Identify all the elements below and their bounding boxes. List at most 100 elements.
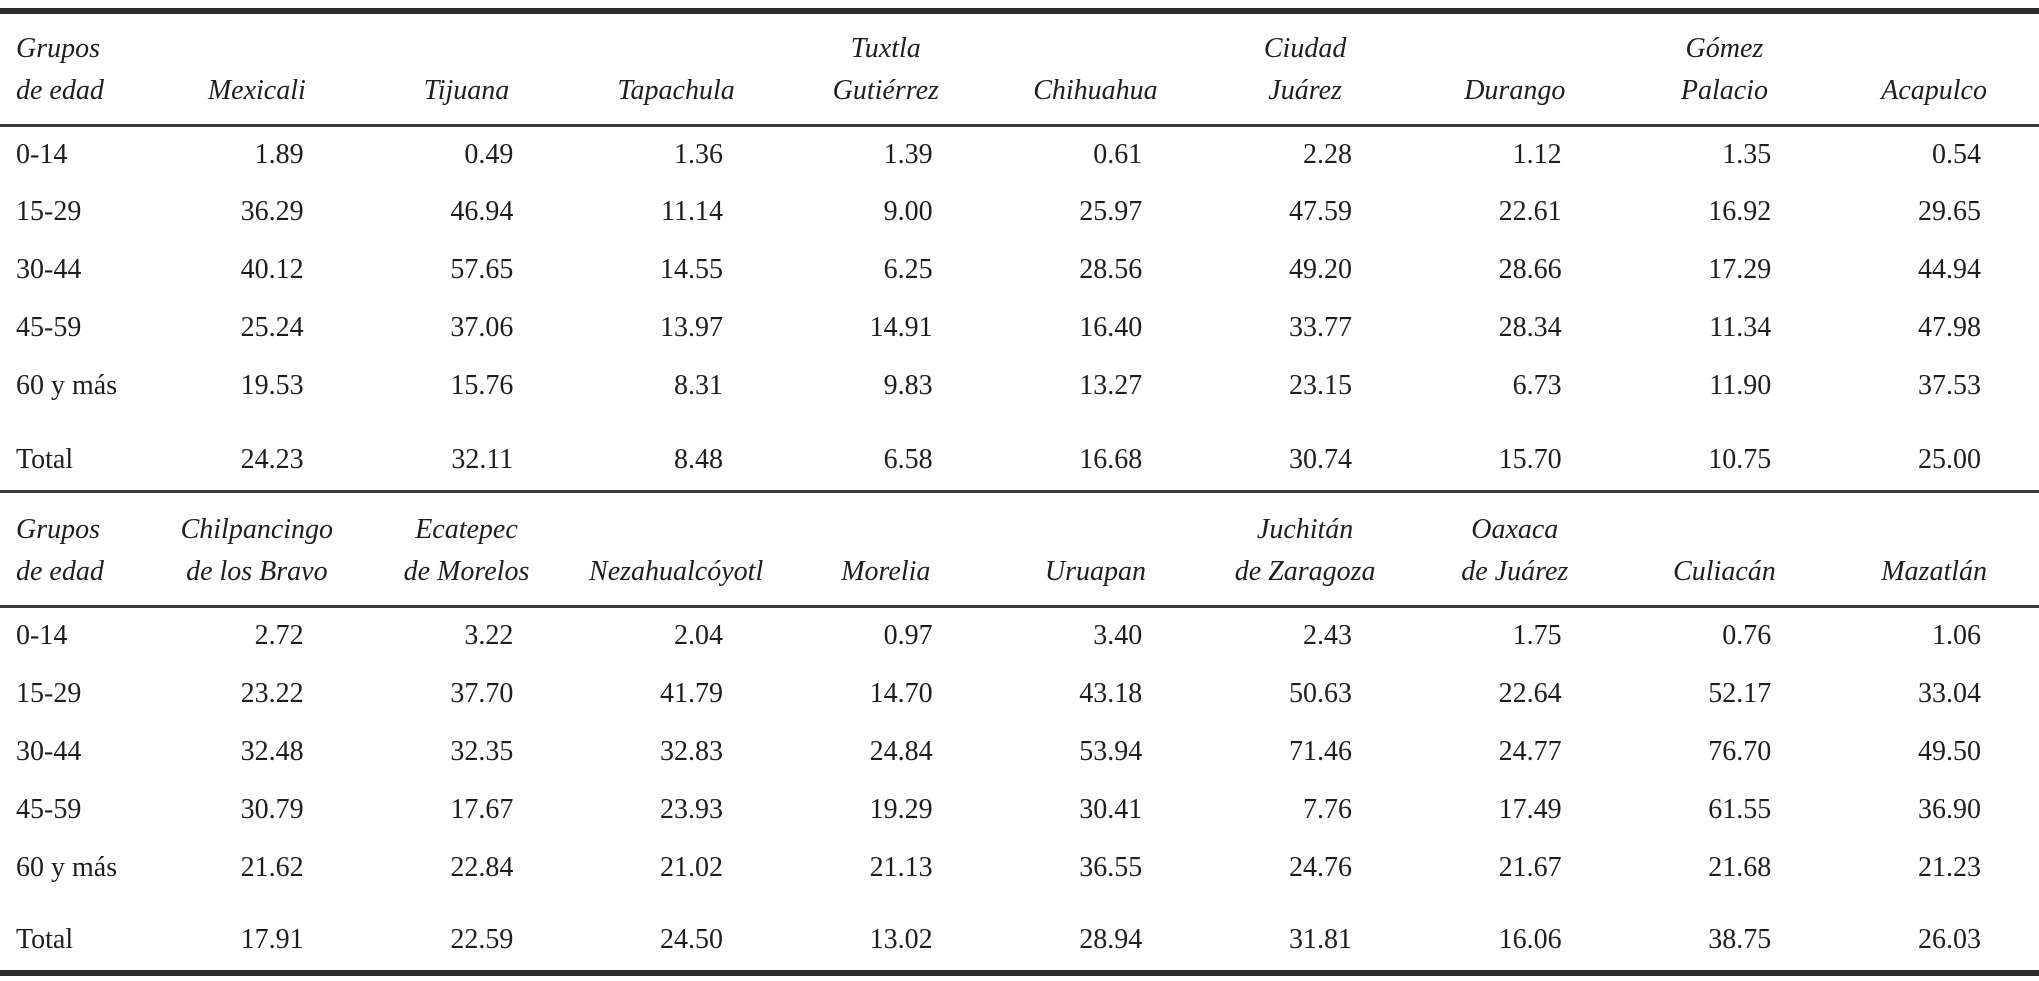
value-cell: 9.83 <box>883 370 933 401</box>
data-row: 60 y más 21.62 22.84 21.02 21.13 36.55 24.76 21… <box>0 839 2039 897</box>
value-cell: 23.15 <box>1288 370 1352 401</box>
value-cell: 11.14 <box>661 196 723 227</box>
value-cell: 49.50 <box>1918 735 1981 767</box>
value-cell: 15.76 <box>450 370 514 401</box>
value-cell: 0.76 <box>1722 620 1772 652</box>
value-cell: 1.35 <box>1722 138 1772 170</box>
value-cell: 43.18 <box>1079 677 1143 709</box>
value-cell: 37.06 <box>450 312 514 343</box>
city-column-header: Gómez Palacio <box>1620 11 1830 125</box>
value-cell: 28.34 <box>1498 312 1562 343</box>
header-line: de Morelos <box>403 556 530 587</box>
value-cell: 0.61 <box>1093 138 1143 170</box>
header-line: Durango <box>1464 74 1566 106</box>
value-cell: 16.92 <box>1708 196 1772 227</box>
value-cell: 76.70 <box>1708 735 1772 767</box>
city-column-header: Culiacán <box>1620 493 1830 607</box>
value-cell: 22.64 <box>1498 677 1562 709</box>
value-cell: 26.03 <box>1918 923 1981 955</box>
header-line: Uruapan <box>1044 556 1147 587</box>
value-cell: 40.12 <box>240 254 304 285</box>
header-line: Nezahualcóyotl <box>589 556 764 587</box>
value-cell: 36.29 <box>240 196 304 227</box>
value-cell: 1.39 <box>883 138 933 170</box>
value-cell: 61.55 <box>1708 793 1772 825</box>
value-cell: 71.46 <box>1288 735 1352 767</box>
data-row: 0-14 2.72 3.22 2.04 0.97 3.40 2.43 1.75 0.76 1.06 <box>0 607 2039 665</box>
value-cell: 30.74 <box>1288 443 1352 475</box>
value-cell: 21.62 <box>240 851 304 883</box>
value-cell: 10.75 <box>1708 443 1772 475</box>
data-row: 15-29 23.22 37.70 41.79 14.70 43.18 50.63 22.64… <box>0 665 2039 723</box>
total-row: Total 24.23 32.11 8.48 6.58 16.68 30.74 15.70 10… <box>0 415 2039 491</box>
city-column-header: Juchitán de Zaragoza <box>1200 493 1410 607</box>
header-line: de Juárez <box>1461 556 1569 587</box>
value-cell: 23.93 <box>659 793 723 825</box>
header-line: Ciudad <box>1263 32 1347 64</box>
value-cell: 29.65 <box>1918 196 1981 227</box>
value-cell: 7.76 <box>1302 793 1352 825</box>
value-cell: 23.22 <box>240 677 304 709</box>
header-line: Juárez <box>1268 74 1342 106</box>
value-cell: 2.43 <box>1302 620 1352 652</box>
header-line: Mexicali <box>207 74 306 106</box>
header-line: Culiacán <box>1673 556 1776 587</box>
value-cell: 28.94 <box>1079 923 1143 955</box>
value-cell: 52.17 <box>1708 677 1772 709</box>
data-row: 45-59 25.24 37.06 13.97 14.91 16.40 33.77 28.34… <box>0 299 2039 357</box>
city-column-header: Chihuahua <box>991 11 1201 125</box>
value-cell: 25.00 <box>1918 443 1981 475</box>
data-row: 60 y más 19.53 15.76 8.31 9.83 13.27 23.15 6.73… <box>0 357 2039 415</box>
value-cell: 8.31 <box>673 370 723 401</box>
value-cell: 6.58 <box>883 443 933 475</box>
value-cell: 2.04 <box>673 620 723 652</box>
value-cell: 24.77 <box>1498 735 1562 767</box>
value-cell: 1.12 <box>1512 138 1562 170</box>
city-column-header: Tijuana <box>362 11 572 125</box>
value-cell: 33.04 <box>1918 677 1981 709</box>
city-column-header: Nezahualcóyotl <box>571 493 781 607</box>
value-cell: 49.20 <box>1288 254 1352 285</box>
value-cell: 24.76 <box>1288 851 1352 883</box>
value-cell: 16.68 <box>1079 443 1143 475</box>
value-cell: 36.90 <box>1918 793 1981 825</box>
city-column-header: Chilpancingo de los Bravo <box>152 493 362 607</box>
value-cell: 9.00 <box>883 196 933 227</box>
value-cell: 17.91 <box>240 923 304 955</box>
city-column-header: Acapulco <box>1829 11 2039 125</box>
value-cell: 19.29 <box>869 793 933 825</box>
city-column-header: Uruapan <box>991 493 1201 607</box>
value-cell: 32.11 <box>451 443 514 475</box>
value-cell: 24.84 <box>869 735 933 767</box>
value-cell: 21.02 <box>659 851 723 883</box>
value-cell: 32.35 <box>450 735 514 767</box>
city-column-header: Ecatepec de Morelos <box>362 493 572 607</box>
value-cell: 22.61 <box>1498 196 1562 227</box>
value-cell: 0.54 <box>1932 138 1981 170</box>
age-groups-cities-table-2: Grupos de edad Chilpancingo de los Bravo Eca… <box>0 493 2039 976</box>
value-cell: 50.63 <box>1288 677 1352 709</box>
value-cell: 25.24 <box>240 312 304 343</box>
value-cell: 3.22 <box>464 620 514 652</box>
value-cell: 47.98 <box>1918 312 1981 343</box>
age-group-label: 0-14 <box>16 138 68 170</box>
header-line: de los Bravo <box>186 556 328 587</box>
data-row: 30-44 40.12 57.65 14.55 6.25 28.56 49.20 28.66 1… <box>0 241 2039 299</box>
value-cell: 2.28 <box>1302 138 1352 170</box>
header-line: Gómez <box>1685 32 1764 64</box>
age-group-label: Total <box>16 443 74 475</box>
city-column-header: Morelia <box>781 493 991 607</box>
header-line: Oaxaca <box>1471 514 1559 545</box>
data-row: 15-29 36.29 46.94 11.14 9.00 25.97 47.59 22.61 1… <box>0 183 2039 241</box>
header-line: de Zaragoza <box>1234 556 1376 587</box>
value-cell: 28.56 <box>1079 254 1143 285</box>
value-cell: 13.97 <box>659 312 723 343</box>
value-cell: 44.94 <box>1918 254 1981 285</box>
age-groups-column-header: Grupos de edad <box>0 493 152 607</box>
value-cell: 53.94 <box>1079 735 1143 767</box>
value-cell: 32.83 <box>659 735 723 767</box>
value-cell: 15.70 <box>1498 443 1562 475</box>
value-cell: 33.77 <box>1288 312 1352 343</box>
value-cell: 32.48 <box>240 735 304 767</box>
value-cell: 3.40 <box>1093 620 1143 652</box>
